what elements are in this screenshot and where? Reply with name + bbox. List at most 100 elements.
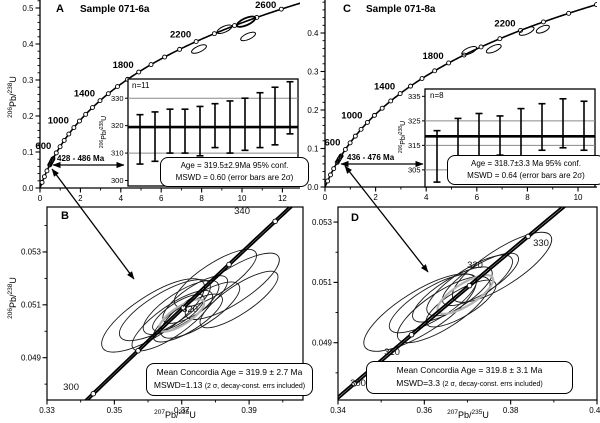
tick-label: 4 <box>424 193 429 202</box>
weighted-mean-inset: 300 310 320 330 <box>111 78 299 187</box>
tick-label: 300 <box>350 378 366 389</box>
tick-label: 0.2 <box>307 106 319 115</box>
tick-label: 335 <box>408 92 421 101</box>
panel-b-result-box: Mean Concordia Age = 319.9 ± 2.7 Ma MSWD… <box>146 363 313 397</box>
y-axis-label-panel-b: 206Pb/238U <box>7 277 18 319</box>
tick-label: 0.1 <box>307 144 319 153</box>
tick-label: 0.049 <box>21 353 42 362</box>
tick-label: 4 <box>119 194 124 203</box>
curve-age-labels: 600 1000 1400 1800 2200 2600 <box>35 0 276 152</box>
tick-label: 1800 <box>113 60 134 71</box>
tick-label: 310 <box>384 347 400 358</box>
data-ellipses <box>47 15 257 168</box>
tick-label: 330 <box>533 238 549 249</box>
tick-label: 8 <box>525 193 530 202</box>
tick-label: 0 <box>323 193 328 202</box>
panel-a-title: Sample 071-6a <box>80 4 150 15</box>
x-axis-label-panel-b: 207Pb/235U <box>154 409 196 420</box>
tick-label: 2 <box>373 193 378 202</box>
tick-label: 0.39 <box>241 406 257 415</box>
inset-a-mswd-text: MSWD = 0.60 (error bars are 2σ) <box>175 173 294 182</box>
tick-label: 0.4 <box>307 29 319 38</box>
tick-label: 0.3 <box>22 76 34 85</box>
age-range-label-a: 428 - 486 Ma <box>57 154 105 163</box>
tick-label: 0.4 <box>22 40 34 49</box>
axis-ticks: 0.34 0.36 0.38 0.40 0.049 0.051 0.053 <box>312 218 600 415</box>
tick-label: 8 <box>199 194 204 203</box>
data-ellipses <box>335 24 550 164</box>
tick-label: 2200 <box>494 18 515 29</box>
inset-c-age-text: Age = 318.7±3.3 Ma 95% conf. <box>470 159 582 168</box>
tick-label: 0.053 <box>312 218 333 227</box>
tick-label: 0.40 <box>589 406 600 415</box>
panel-c-letter: C <box>343 3 351 15</box>
tick-label: 300 <box>111 176 124 185</box>
y-axis-label-panel-a: 206Pb/238U <box>7 76 18 118</box>
curve-age-labels: 600 1000 1400 1800 2200 <box>325 18 516 148</box>
curve-age-markers <box>325 2 597 184</box>
inset-a-age-text: Age = 319.5±2.9Ma 95% conf. <box>180 161 289 170</box>
panel-d-letter: D <box>351 212 359 224</box>
axis-ticks: 0 2 4 6 8 10 12 0.0 0.1 0.2 0.3 0.4 0.5 <box>22 0 287 203</box>
inset-c-n-label: n=8 <box>430 91 444 100</box>
concordia-band <box>338 207 567 400</box>
tick-label: 320 <box>467 260 483 271</box>
error-ellipses <box>363 231 553 352</box>
tick-label: 10 <box>574 193 583 202</box>
x-axis-label-panel-d: 207Pb/235U <box>447 409 489 420</box>
band-age-labels: 300 310 320 330 <box>350 238 549 389</box>
tick-label: 320 <box>111 121 124 130</box>
tick-label: 325 <box>408 116 421 125</box>
tick-label: 1000 <box>341 110 362 121</box>
tick-label: 0.38 <box>503 406 519 415</box>
panel-d-mean-age-text: Mean Concordia Age = 319.8 ± 3.1 Ma <box>396 365 543 375</box>
tick-label: 1400 <box>74 89 95 100</box>
tick-label: 0.051 <box>312 278 333 287</box>
tick-label: 1800 <box>423 51 444 62</box>
inset-a-n-label: n=11 <box>132 81 150 90</box>
tick-label: 0.34 <box>330 406 346 415</box>
tick-label: 2200 <box>170 30 191 41</box>
arrow <box>51 168 135 280</box>
panel-d-mswd-line: MSWD=3.3 (2 σ, decay-const. errs include… <box>396 378 543 389</box>
tick-label: 6 <box>475 193 480 202</box>
tick-label: 0 <box>38 194 43 203</box>
panel-c-title: Sample 071-8a <box>366 4 436 15</box>
tick-label: 0.37 <box>174 406 190 415</box>
annotation-arrows <box>51 160 429 280</box>
y-axis-label-inset-a: 206Pb/238U <box>98 115 109 149</box>
band-age-labels: 300 320 340 <box>63 206 250 393</box>
tick-label: 305 <box>408 165 421 174</box>
tick-label: 0.5 <box>22 4 34 13</box>
tick-label: 0.33 <box>39 406 55 415</box>
panel-b-mswd-line: MSWD=1.13 (2 σ, decay-const. errs includ… <box>153 380 306 391</box>
tick-label: 0.2 <box>22 112 34 121</box>
y-axis-label-inset-c: 206Pb/238U <box>397 120 408 154</box>
tick-label: 0.0 <box>22 184 34 193</box>
inset-c-mswd-text: MSWD = 0.64 (error bars are 2σ) <box>467 171 585 180</box>
panel-d-result-box: Mean Concordia Age = 319.8 ± 3.1 Ma MSWD… <box>366 361 573 395</box>
inset-a-result-box: Age = 319.5±2.9Ma 95% conf. MSWD = 0.60 … <box>160 157 309 187</box>
age-range-label-c: 436 - 476 Ma <box>347 153 395 162</box>
tick-label: 0.35 <box>107 406 123 415</box>
error-bars <box>136 80 294 165</box>
tick-label: 330 <box>111 94 124 103</box>
tick-label: 0.36 <box>417 406 433 415</box>
panel-a: 0 2 4 6 8 10 12 0.0 0.1 0.2 0.3 0.4 0.5 600 1000 1400 18… <box>22 0 300 203</box>
tick-label: 0.053 <box>21 248 42 257</box>
tick-label: 0.1 <box>22 148 34 157</box>
tick-label: 12 <box>278 194 287 203</box>
tick-label: 2 <box>78 194 83 203</box>
panel-b-letter: B <box>61 210 69 222</box>
tick-label: 1400 <box>374 82 395 93</box>
tick-label: 10 <box>238 194 247 203</box>
tick-label: 2600 <box>255 0 276 11</box>
tick-label: 0.0 <box>307 183 319 192</box>
tick-label: 600 <box>325 137 341 148</box>
concordia-curve <box>40 2 300 188</box>
tick-label: 315 <box>408 141 421 150</box>
panel-b-mean-age-text: Mean Concordia Age = 319.9 ± 2.7 Ma <box>156 367 303 377</box>
panel-a-letter: A <box>56 3 64 15</box>
